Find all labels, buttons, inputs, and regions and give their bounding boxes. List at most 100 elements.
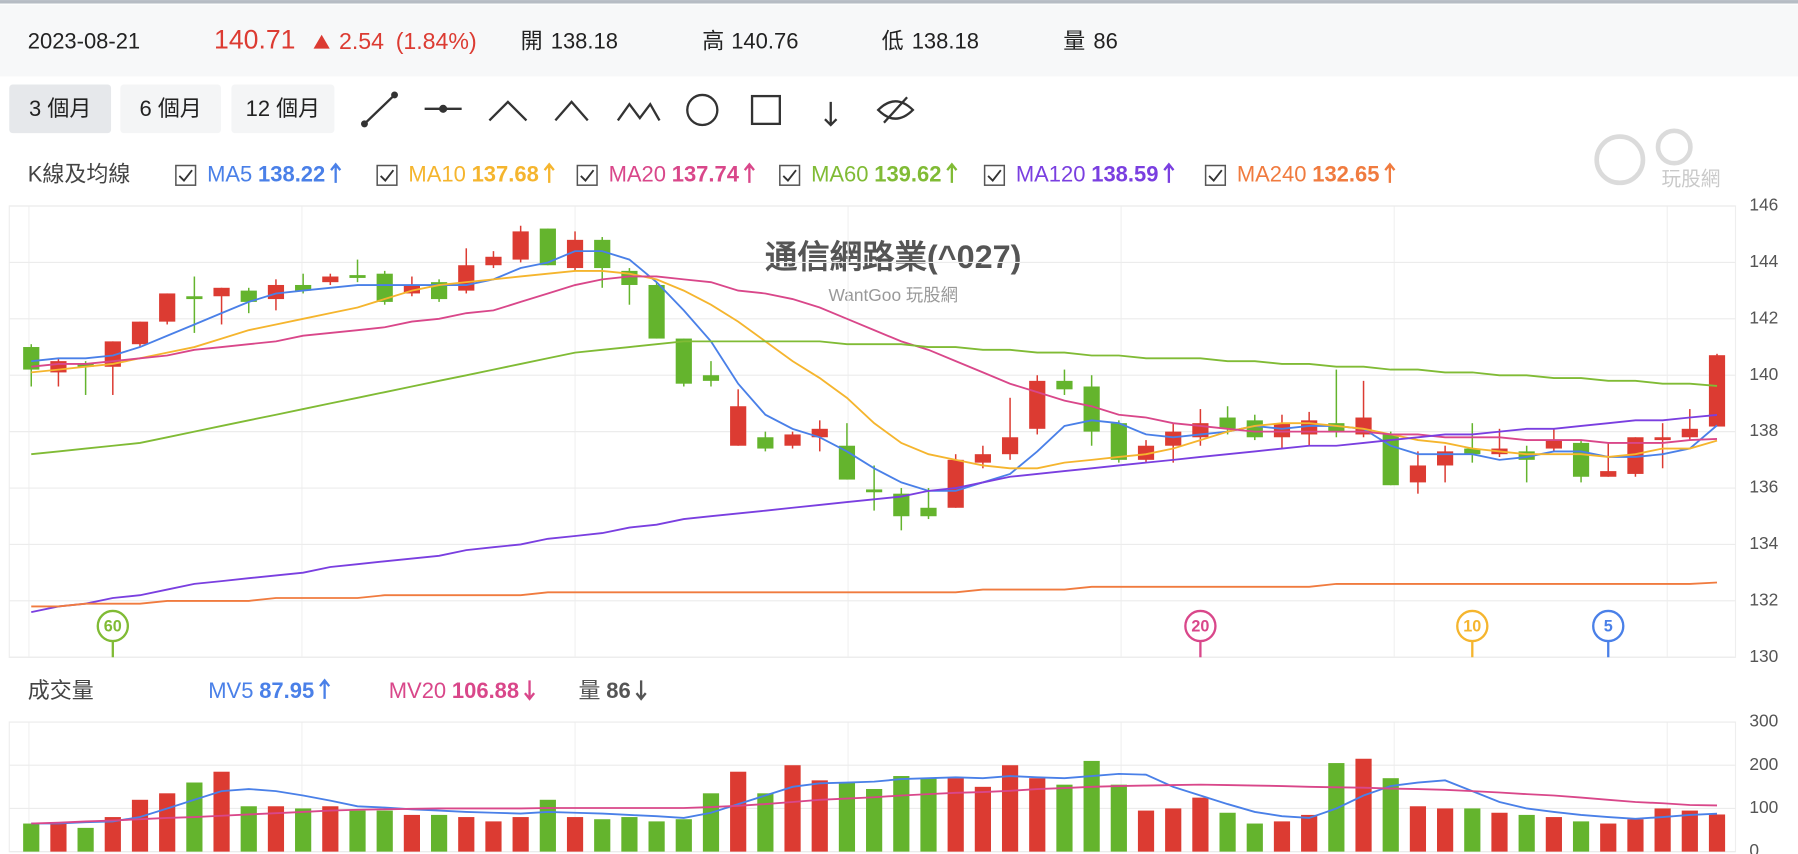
legend-checkbox[interactable] xyxy=(576,164,598,186)
volume-bar xyxy=(1110,784,1127,852)
candle-body xyxy=(322,276,339,283)
tool-rect[interactable] xyxy=(750,94,781,126)
volume-bar xyxy=(893,776,910,852)
candle-body xyxy=(240,290,257,302)
candle-body xyxy=(349,275,366,278)
candle-body xyxy=(1654,437,1671,441)
range-button[interactable]: 12 個月 xyxy=(231,84,335,134)
volume-bar xyxy=(267,806,285,852)
volume-bar xyxy=(675,819,692,852)
candle-body xyxy=(539,228,556,266)
tool-caret[interactable] xyxy=(488,100,528,122)
candle-body xyxy=(757,437,774,449)
ma-line xyxy=(31,414,1718,614)
tool-abcd[interactable] xyxy=(616,102,661,122)
period-marker-label: 60 xyxy=(104,617,122,635)
legend-check xyxy=(178,169,193,182)
range-button[interactable]: 6 個月 xyxy=(120,84,221,134)
volume-bar xyxy=(1056,784,1073,852)
candle-body xyxy=(186,296,203,300)
volume-bar xyxy=(757,793,774,852)
volume-bar xyxy=(648,821,665,852)
candle-body xyxy=(213,287,230,297)
legend-name: MV5 xyxy=(208,678,253,703)
volume-bar xyxy=(947,778,964,852)
candle-body xyxy=(1083,386,1100,432)
legend-value: 86 xyxy=(606,678,630,703)
tool-circle[interactable] xyxy=(686,93,719,127)
legend-name: MA10 xyxy=(408,162,465,187)
tool-hide[interactable] xyxy=(876,96,915,124)
y-tick-label: 146 xyxy=(1749,195,1778,215)
candle-body xyxy=(1219,417,1236,429)
range-button[interactable]: 3 個月 xyxy=(9,84,112,134)
volume-bar xyxy=(430,814,448,852)
ma-line xyxy=(31,581,1718,608)
y-tick-label: 130 xyxy=(1749,646,1778,666)
candle-body xyxy=(648,284,665,339)
volume-bar xyxy=(1192,797,1209,852)
trend-arrow xyxy=(319,678,331,699)
legend-value: 139.62 xyxy=(874,162,941,187)
legend-checkbox[interactable] xyxy=(175,164,197,186)
legend-checkbox[interactable] xyxy=(983,164,1006,186)
volume-bar xyxy=(974,786,991,852)
candle-body xyxy=(376,273,393,302)
candle-body xyxy=(50,361,67,373)
candle-body xyxy=(159,293,176,322)
logo-mark xyxy=(1594,134,1646,186)
volume-bar xyxy=(1029,778,1046,852)
quote-header xyxy=(0,4,1798,77)
volume-bar xyxy=(77,827,94,852)
volume-bar xyxy=(1001,765,1019,852)
candle-body xyxy=(485,256,502,266)
volume-bar xyxy=(1219,812,1236,852)
volume-bar xyxy=(1273,821,1291,852)
volume-bar xyxy=(50,823,67,852)
candle-body xyxy=(1110,423,1127,460)
chart-title: 通信網路業(^027) xyxy=(765,239,1021,275)
legend-name: MV20 xyxy=(389,678,446,703)
candle-body xyxy=(675,338,692,384)
trend-arrow xyxy=(743,162,755,183)
candle-body xyxy=(893,493,910,517)
legend-check xyxy=(580,169,595,182)
tool-dot xyxy=(391,91,399,99)
legend-checkbox[interactable] xyxy=(779,164,801,186)
drawing-tools[interactable] xyxy=(360,91,915,128)
volume-bar xyxy=(1491,812,1508,852)
legend-check xyxy=(380,169,395,182)
volume-bar xyxy=(1545,817,1562,852)
trend-arrow xyxy=(524,680,536,701)
volume-bar xyxy=(104,817,121,852)
volume-bar xyxy=(621,817,638,852)
volume-bar xyxy=(295,808,312,852)
volume-bar xyxy=(1165,808,1182,852)
candle-body xyxy=(1001,437,1019,455)
ma-line xyxy=(31,275,1718,444)
volume-bar xyxy=(512,817,529,852)
logo: 玩股網 xyxy=(1594,128,1720,191)
up-triangle xyxy=(313,34,330,49)
tool-abc[interactable] xyxy=(554,100,589,122)
candle-body xyxy=(77,363,94,367)
legend-checkbox[interactable] xyxy=(376,164,398,186)
trend-arrow xyxy=(1384,162,1396,183)
candle-body xyxy=(1600,471,1617,477)
volume-bar xyxy=(1654,808,1671,852)
candle-body xyxy=(1273,423,1291,438)
legend-name: MA240 xyxy=(1237,162,1307,187)
volume-bar xyxy=(1708,814,1726,852)
candle-body xyxy=(1464,448,1481,455)
top-border xyxy=(0,0,1798,4)
ma-line xyxy=(31,250,1718,492)
tool-text-arrow xyxy=(824,118,838,127)
candle-body xyxy=(1518,451,1535,460)
volume-bar xyxy=(920,778,937,852)
volume-bar xyxy=(213,771,230,852)
legend-checkbox[interactable] xyxy=(1204,164,1227,186)
quote-date: 2023-08-21 xyxy=(28,29,140,54)
candle-body xyxy=(1681,428,1698,438)
tool-line[interactable] xyxy=(363,94,396,125)
